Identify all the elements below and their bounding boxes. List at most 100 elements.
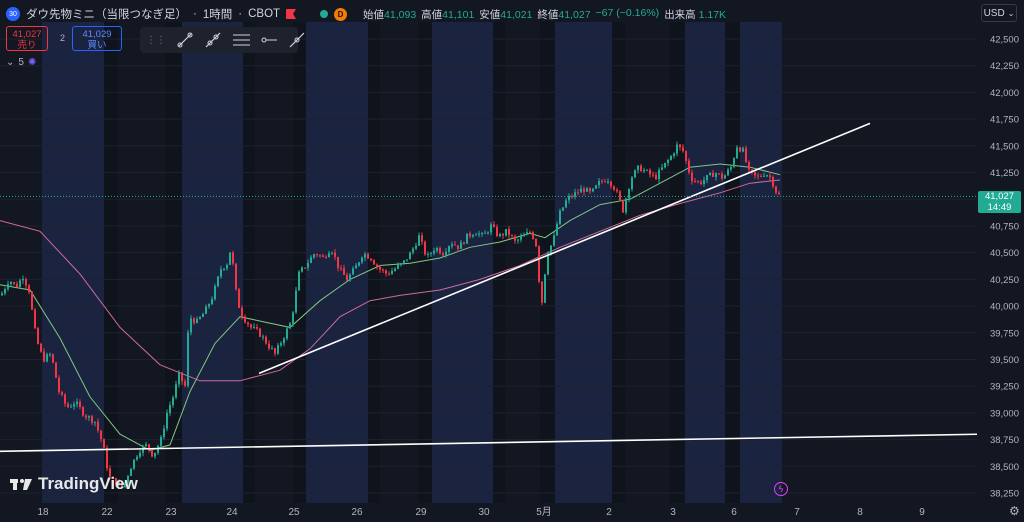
- candle-body: [562, 207, 564, 211]
- candle-body: [256, 326, 258, 329]
- candle-body: [643, 170, 645, 172]
- indicator-icon: ✺: [27, 57, 37, 68]
- candle-body: [217, 276, 219, 287]
- candle-body: [28, 285, 30, 293]
- candle-body: [760, 176, 762, 178]
- flag-icon[interactable]: [286, 9, 297, 19]
- candle-body: [661, 167, 663, 170]
- candle-body: [577, 192, 579, 194]
- candle-body: [100, 430, 102, 440]
- candle-body: [346, 274, 348, 281]
- candle-body: [757, 175, 759, 177]
- candle-body: [736, 147, 738, 159]
- chevron-down-icon[interactable]: ⌄: [6, 57, 15, 68]
- candle-body: [706, 175, 708, 181]
- candle-body: [232, 252, 234, 264]
- y-tick-label: 42,250: [990, 61, 1019, 72]
- tradingview-logo[interactable]: TradingView: [10, 474, 138, 494]
- candle-body: [37, 328, 39, 344]
- candle-body: [631, 177, 633, 190]
- trend-line[interactable]: [0, 433, 978, 453]
- trend-line[interactable]: [258, 122, 871, 375]
- candle-body: [70, 406, 72, 408]
- candle-body: [304, 267, 306, 269]
- candle-body: [130, 468, 132, 477]
- candle-body: [691, 172, 693, 182]
- y-tick-label: 38,500: [990, 462, 1019, 473]
- gear-icon[interactable]: ⚙: [1009, 504, 1020, 518]
- candle-body: [76, 401, 78, 405]
- candle-body: [466, 233, 468, 244]
- x-tick-label: 22: [101, 507, 113, 518]
- candle-body: [136, 456, 138, 460]
- candle-body: [223, 268, 225, 270]
- candle-body: [199, 316, 201, 319]
- x-tick-label: 23: [165, 507, 177, 518]
- candle-body: [271, 348, 273, 350]
- candle-body: [412, 248, 414, 253]
- buy-button[interactable]: 41,029 買い: [72, 26, 122, 51]
- candle-body: [766, 175, 768, 177]
- candle-body: [409, 252, 411, 260]
- interval-label[interactable]: 1時間: [202, 9, 233, 21]
- candle-body: [280, 343, 282, 346]
- candle-body: [505, 229, 507, 236]
- candle-body: [493, 224, 495, 227]
- parallel-channel-icon[interactable]: [232, 31, 250, 49]
- candle-body: [379, 266, 381, 270]
- candle-body: [88, 416, 90, 418]
- candle-body: [715, 173, 717, 177]
- candle-body: [460, 242, 462, 249]
- candle-body: [418, 235, 420, 246]
- candle-body: [370, 258, 372, 261]
- chart-header: 30 ダウ先物ミニ（当限つなぎ足） · 1時間 · CBOT D 始値41,09…: [6, 4, 726, 24]
- candle-body: [1, 293, 3, 296]
- candle-body: [169, 405, 171, 413]
- ray-icon[interactable]: [204, 31, 222, 49]
- y-tick-label: 39,500: [990, 355, 1019, 366]
- candle-body: [499, 234, 501, 237]
- candle-body: [235, 263, 237, 290]
- candle-body: [424, 241, 426, 255]
- candle-body: [175, 384, 177, 398]
- candle-body: [373, 260, 375, 265]
- candle-body: [502, 234, 504, 236]
- indicator-legend[interactable]: ⌄ 5 ✺: [6, 57, 36, 68]
- candle-body: [208, 304, 210, 307]
- candle-body: [547, 253, 549, 275]
- horizontal-ray-icon[interactable]: [260, 31, 278, 49]
- candle-body: [775, 186, 777, 193]
- currency-selector[interactable]: USD ⌄: [981, 4, 1017, 22]
- candle-body: [538, 246, 540, 282]
- lightning-icon[interactable]: ϟ: [774, 482, 788, 496]
- candle-body: [118, 482, 120, 485]
- trend-line-icon[interactable]: [176, 31, 194, 49]
- candle-body: [679, 144, 681, 148]
- drawing-toolbar: ⋮⋮: [140, 27, 305, 53]
- candle-body: [724, 175, 726, 179]
- candle-body: [616, 189, 618, 192]
- y-tick-label: 41,500: [990, 141, 1019, 152]
- candle-body: [469, 233, 471, 237]
- time-axis[interactable]: [0, 503, 977, 522]
- candle-body: [739, 147, 741, 152]
- y-tick-label: 38,750: [990, 435, 1019, 446]
- closed-hours-band: [725, 22, 740, 503]
- candle-body: [391, 270, 393, 275]
- candle-body: [334, 252, 336, 257]
- candle-body: [61, 392, 63, 395]
- symbol-name[interactable]: ダウ先物ミニ（当限つなぎ足）: [26, 9, 187, 21]
- price-axis[interactable]: [977, 0, 1024, 522]
- candle-body: [133, 459, 135, 469]
- closed-hours-band: [243, 22, 255, 503]
- candle-body: [490, 224, 492, 233]
- candle-body: [442, 253, 444, 256]
- candle-body: [595, 185, 597, 189]
- sell-button[interactable]: 41,027 売り: [6, 26, 48, 51]
- candle-body: [310, 257, 312, 263]
- extended-line-icon[interactable]: [288, 31, 306, 49]
- candle-body: [508, 229, 510, 236]
- d-badge[interactable]: D: [334, 7, 348, 21]
- drag-handle-icon[interactable]: ⋮⋮: [146, 34, 166, 46]
